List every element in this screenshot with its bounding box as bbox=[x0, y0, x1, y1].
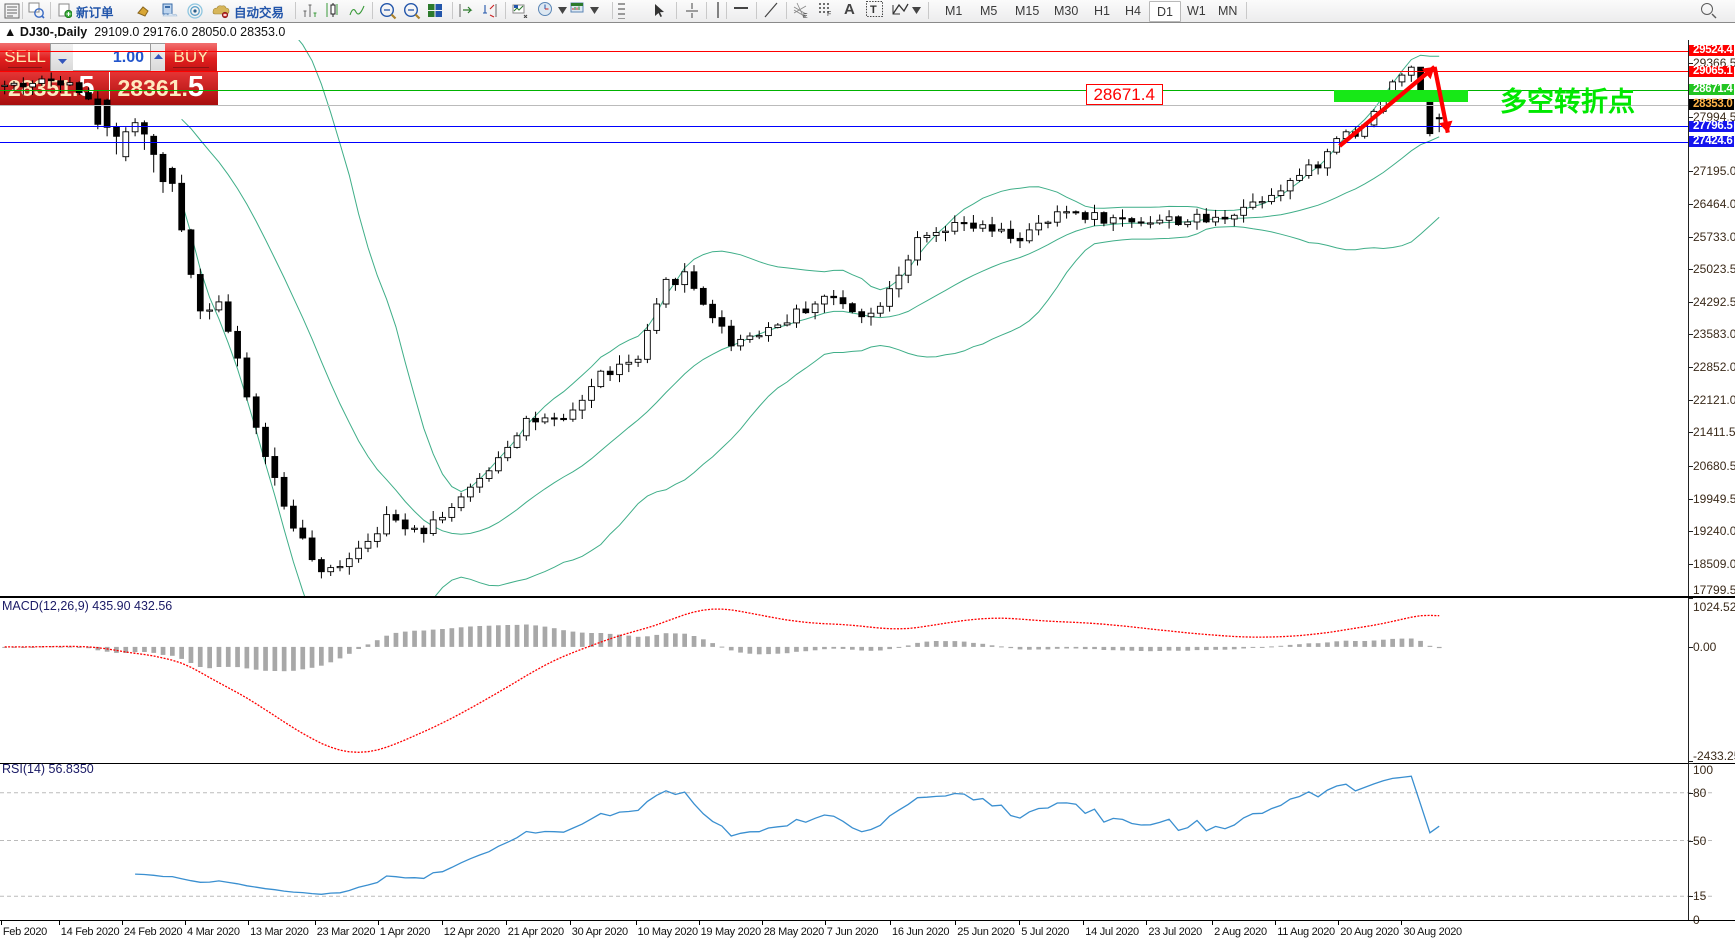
svg-text:F: F bbox=[827, 11, 831, 16]
svg-text:E: E bbox=[803, 13, 808, 19]
svg-text:T: T bbox=[870, 4, 877, 16]
